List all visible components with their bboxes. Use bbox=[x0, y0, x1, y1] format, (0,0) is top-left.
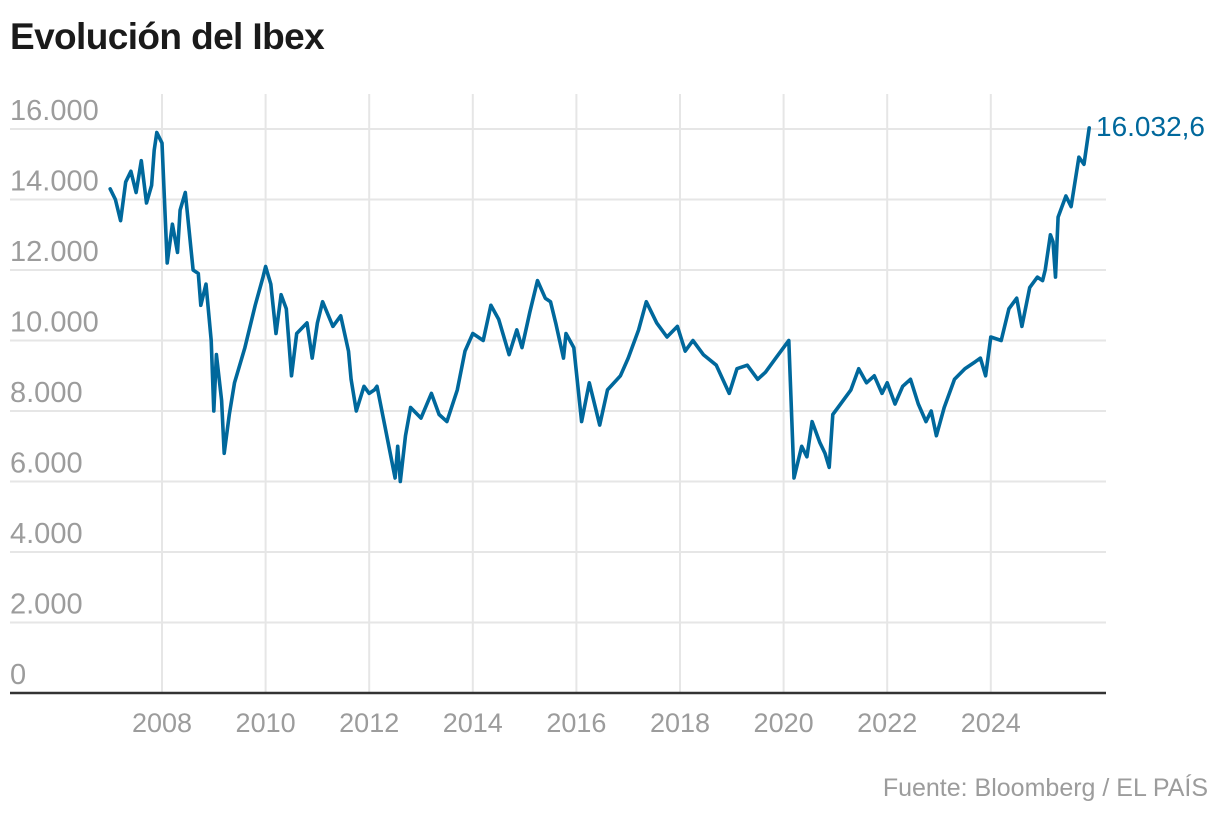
y-tick-label: 12.000 bbox=[10, 236, 99, 268]
y-tick-label: 10.000 bbox=[10, 307, 99, 339]
y-tick-label: 14.000 bbox=[10, 166, 99, 198]
source-credit: Fuente: Bloomberg / EL PAÍS bbox=[882, 774, 1208, 802]
y-tick-label: 4.000 bbox=[10, 518, 83, 550]
last-value-label: 16.032,6 bbox=[1096, 111, 1205, 142]
y-tick-label: 2.000 bbox=[10, 589, 83, 621]
gridlines bbox=[10, 94, 1106, 693]
x-tick-label: 2008 bbox=[132, 708, 192, 738]
x-tick-label: 2022 bbox=[857, 708, 917, 738]
x-tick-label: 2020 bbox=[754, 708, 814, 738]
y-tick-label: 8.000 bbox=[10, 377, 83, 409]
y-tick-label: 0 bbox=[10, 659, 26, 691]
y-tick-label: 6.000 bbox=[10, 448, 83, 480]
x-tick-label: 2024 bbox=[961, 708, 1021, 738]
y-tick-label: 16.000 bbox=[10, 95, 99, 127]
ibex-series-line bbox=[108, 126, 1091, 484]
x-tick-label: 2012 bbox=[339, 708, 399, 738]
y-axis-ticks: 0 2.000 4.000 6.000 8.000 10.000 12.000 14.000 1… bbox=[10, 95, 99, 691]
chart-title: Evolución del Ibex bbox=[10, 16, 325, 57]
x-tick-label: 2018 bbox=[650, 708, 710, 738]
x-tick-label: 2016 bbox=[546, 708, 606, 738]
x-axis-ticks: 2008 2010 2012 2014 2016 2018 2020 2022 2024 bbox=[132, 708, 1021, 738]
x-tick-label: 2014 bbox=[443, 708, 503, 738]
x-tick-label: 2010 bbox=[236, 708, 296, 738]
